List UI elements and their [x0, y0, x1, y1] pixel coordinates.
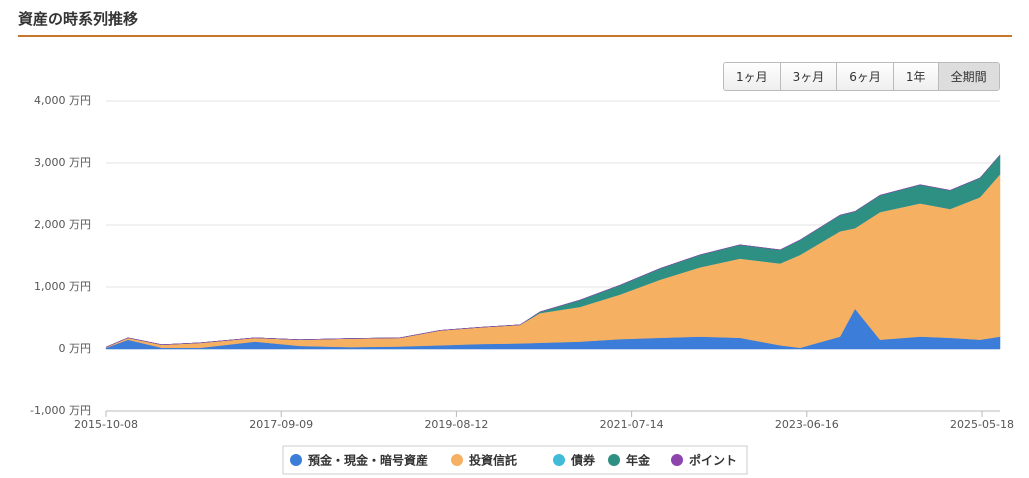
area	[105, 173, 1001, 349]
range-button[interactable]: 全期間	[938, 63, 999, 90]
x-tick-label: 2019-08-12	[424, 418, 488, 431]
y-tick-label: -1,000 万円	[30, 404, 91, 417]
range-buttons: 1ヶ月 3ヶ月 6ヶ月 1年 全期間	[723, 62, 1000, 91]
area	[105, 154, 1001, 348]
legend-box	[282, 445, 748, 475]
legend-label: ポイント	[689, 453, 737, 468]
legend-marker	[290, 454, 302, 466]
x-tick-label: 2017-09-09	[249, 418, 313, 431]
x-tick-label: 2025-05-18	[950, 418, 1014, 431]
legend-label: 年金	[626, 453, 651, 468]
range-button[interactable]: 1ヶ月	[724, 63, 781, 90]
x-tick-label: 2023-06-16	[775, 418, 839, 431]
legend-label: 投資信託	[469, 453, 517, 468]
x-tick-label: 2015-10-08	[74, 418, 138, 431]
range-button[interactable]: 3ヶ月	[780, 63, 838, 90]
range-button[interactable]: 1年	[893, 63, 939, 90]
x-tick-label: 2021-07-14	[600, 418, 664, 431]
y-tick-label: 1,000 万円	[34, 280, 91, 293]
legend-marker	[608, 454, 620, 466]
legend-marker	[451, 454, 463, 466]
y-tick-label: 2,000 万円	[34, 218, 91, 231]
title-rule	[18, 35, 1012, 37]
y-tick-label: 0 万円	[59, 342, 92, 355]
section-title: 資産の時系列推移	[18, 10, 139, 28]
legend-label: 債券	[570, 453, 596, 468]
legend-marker	[553, 454, 565, 466]
y-tick-label: 4,000 万円	[34, 94, 91, 107]
y-tick-label: 3,000 万円	[34, 156, 91, 169]
legend-label: 預金・現金・暗号資産	[308, 453, 428, 468]
range-button[interactable]: 6ヶ月	[837, 63, 894, 90]
legend-marker	[671, 454, 683, 466]
